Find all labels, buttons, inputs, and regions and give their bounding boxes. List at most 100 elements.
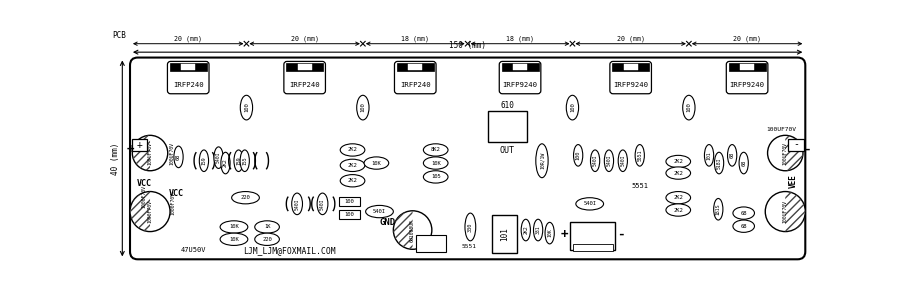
Ellipse shape	[728, 145, 737, 166]
Bar	[131, 139, 147, 151]
Bar	[298, 64, 312, 70]
Ellipse shape	[534, 219, 543, 241]
Ellipse shape	[220, 233, 248, 245]
Text: 331: 331	[536, 226, 540, 234]
Text: 100UF70V: 100UF70V	[783, 200, 788, 223]
Text: 2K2: 2K2	[348, 148, 357, 152]
FancyBboxPatch shape	[168, 61, 209, 94]
Text: 540I: 540I	[607, 155, 611, 166]
Text: 100: 100	[361, 103, 365, 112]
Text: IRFP9240: IRFP9240	[503, 82, 537, 88]
Ellipse shape	[241, 150, 250, 172]
Ellipse shape	[424, 157, 448, 169]
Text: -: -	[804, 143, 811, 156]
Text: -: -	[617, 228, 624, 241]
Text: 8K2: 8K2	[431, 148, 441, 152]
Text: 1000F70V: 1000F70V	[170, 192, 176, 215]
Bar	[788, 139, 804, 151]
Ellipse shape	[682, 95, 695, 120]
Text: 100UF70V: 100UF70V	[783, 142, 788, 164]
Text: 540I: 540I	[216, 152, 221, 164]
Text: 540I: 540I	[583, 201, 596, 206]
Text: 20 (mm): 20 (mm)	[733, 35, 761, 42]
Ellipse shape	[666, 204, 691, 216]
Text: IRFP9240: IRFP9240	[613, 82, 648, 88]
Ellipse shape	[521, 219, 530, 241]
Text: 540I: 540I	[620, 155, 625, 166]
Ellipse shape	[713, 199, 723, 220]
Text: IRFP240: IRFP240	[400, 82, 431, 88]
Text: PCB: PCB	[112, 31, 126, 40]
Text: IRFP9240: IRFP9240	[730, 82, 764, 88]
Text: 2K2: 2K2	[673, 208, 683, 212]
Ellipse shape	[241, 95, 252, 120]
Text: VEE: VEE	[789, 175, 797, 188]
Text: 100: 100	[344, 199, 354, 204]
Text: VCC: VCC	[169, 189, 184, 198]
Text: OUT: OUT	[500, 146, 515, 155]
Bar	[181, 64, 195, 70]
Text: 100: 100	[344, 212, 354, 217]
Text: 18 (mm): 18 (mm)	[506, 35, 534, 42]
Ellipse shape	[365, 206, 394, 218]
Bar	[624, 64, 638, 70]
FancyBboxPatch shape	[609, 61, 651, 94]
Text: 68: 68	[730, 152, 734, 158]
Text: 159: 159	[201, 156, 207, 165]
Ellipse shape	[234, 150, 243, 172]
Bar	[408, 64, 422, 70]
Ellipse shape	[567, 95, 578, 120]
Text: 100: 100	[686, 103, 691, 112]
Ellipse shape	[340, 144, 365, 156]
Text: 47U50V: 47U50V	[180, 247, 206, 253]
Ellipse shape	[357, 95, 369, 120]
Circle shape	[768, 135, 803, 171]
Bar	[492, 214, 517, 253]
Bar	[397, 63, 434, 71]
Ellipse shape	[714, 152, 723, 174]
Text: 5551: 5551	[461, 244, 476, 250]
Ellipse shape	[545, 222, 554, 244]
Ellipse shape	[317, 193, 328, 214]
Ellipse shape	[704, 145, 713, 166]
Ellipse shape	[214, 147, 223, 168]
Text: 2K2: 2K2	[223, 159, 228, 167]
Text: 10K: 10K	[229, 224, 239, 230]
Bar	[612, 63, 650, 71]
Bar	[502, 63, 538, 71]
Circle shape	[132, 135, 168, 171]
Text: 181S: 181S	[716, 203, 721, 215]
FancyBboxPatch shape	[284, 61, 325, 94]
Text: 10R/1W: 10R/1W	[539, 152, 545, 169]
Circle shape	[394, 211, 432, 249]
Text: +: +	[137, 140, 142, 150]
Ellipse shape	[220, 221, 248, 233]
Bar	[416, 235, 445, 252]
Bar	[513, 64, 527, 70]
Text: GND: GND	[380, 218, 396, 227]
Text: 5551: 5551	[638, 150, 642, 161]
Text: 155: 155	[242, 156, 247, 165]
Text: 2K2: 2K2	[673, 171, 683, 176]
Text: 2K2: 2K2	[673, 195, 683, 200]
Bar	[740, 64, 754, 70]
Text: 159: 159	[236, 156, 241, 165]
Ellipse shape	[174, 146, 183, 168]
Text: 40 (mm): 40 (mm)	[111, 142, 120, 175]
Text: 1000F70V: 1000F70V	[148, 200, 152, 223]
Ellipse shape	[340, 175, 365, 187]
Ellipse shape	[619, 150, 628, 172]
Circle shape	[130, 191, 170, 232]
Text: 101: 101	[707, 151, 711, 160]
Ellipse shape	[200, 150, 209, 172]
Ellipse shape	[739, 152, 748, 174]
Ellipse shape	[733, 220, 754, 232]
Text: 10K: 10K	[229, 237, 239, 242]
Text: 330: 330	[468, 222, 473, 232]
Text: 540I: 540I	[373, 209, 386, 214]
Text: 1K: 1K	[264, 224, 271, 230]
Circle shape	[765, 191, 805, 232]
Text: 6U1000UF: 6U1000UF	[410, 218, 415, 242]
Text: 20 (mm): 20 (mm)	[291, 35, 319, 42]
Text: 68: 68	[741, 224, 747, 229]
